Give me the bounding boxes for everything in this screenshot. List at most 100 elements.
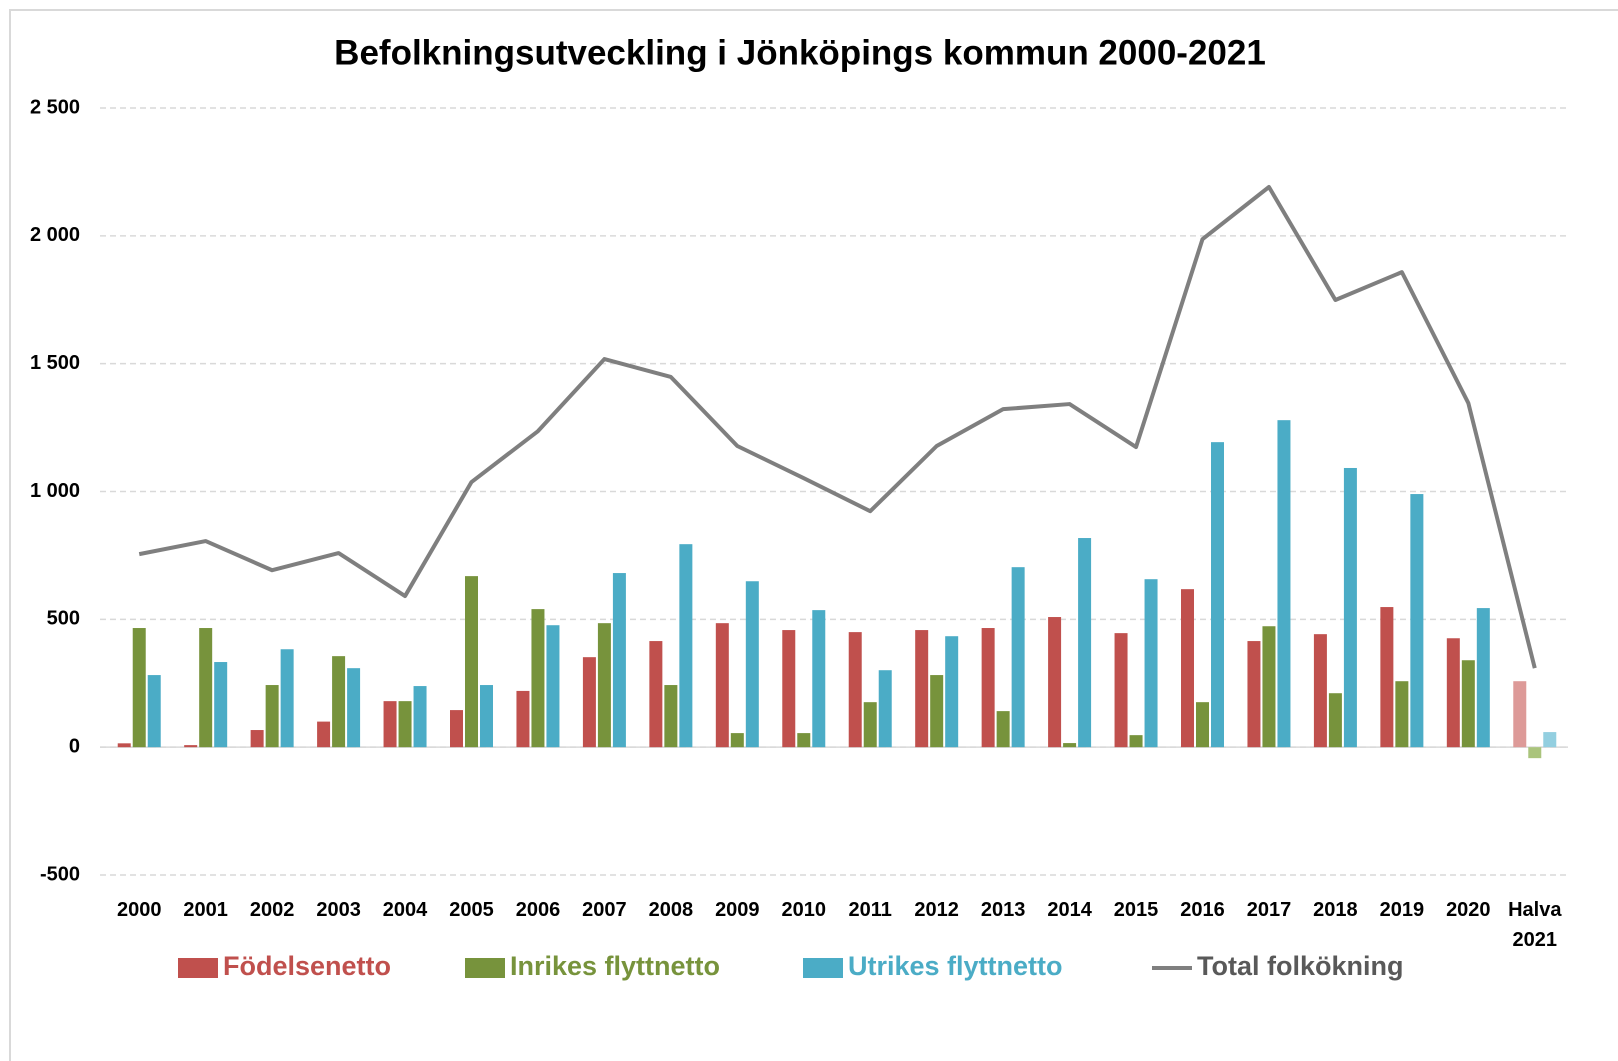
bar [1410, 494, 1424, 748]
bar [1011, 567, 1025, 748]
x-tick-label: 2009 [715, 899, 760, 921]
bar [782, 630, 796, 748]
x-tick-label: 2012 [914, 899, 959, 921]
bar [612, 573, 626, 748]
chart-frame [9, 9, 1618, 1061]
bar [199, 628, 213, 748]
x-tick-label: 2006 [515, 899, 561, 921]
x-tick-label: 2018 [1313, 899, 1358, 921]
bar [715, 623, 729, 748]
bar [1277, 420, 1291, 748]
bar [1247, 641, 1261, 748]
bar [1211, 442, 1224, 748]
bar [679, 544, 693, 748]
bar [878, 670, 892, 748]
bar [1144, 579, 1158, 748]
bar [280, 649, 294, 748]
bar [413, 686, 427, 748]
legend-swatch [803, 958, 843, 978]
y-tick-label: 500 [47, 608, 80, 630]
x-tick-label: Halva 2021 [1508, 899, 1562, 951]
y-tick-label: 2 000 [30, 224, 80, 246]
x-tick-label: 2013 [980, 899, 1026, 921]
bar [184, 745, 198, 748]
legend-swatch [178, 958, 218, 978]
bar [649, 641, 663, 748]
bar [1513, 681, 1527, 748]
bar [848, 632, 862, 748]
x-tick-label: 2000 [116, 899, 162, 921]
bar [1063, 743, 1077, 748]
bar [915, 630, 929, 748]
legend-swatch [465, 958, 505, 978]
bar [863, 702, 877, 748]
x-tick-label: 2020 [1446, 899, 1491, 921]
bar [531, 609, 545, 748]
x-tick-label: 2016 [1180, 899, 1225, 921]
x-tick-label: 2008 [648, 899, 694, 921]
bar [332, 656, 346, 748]
bar [147, 675, 161, 748]
bar [1380, 607, 1394, 748]
bar [1461, 660, 1475, 748]
bar [1476, 608, 1490, 748]
x-tick-label: 2001 [183, 899, 228, 921]
bar [1196, 702, 1209, 748]
x-tick-label: 2010 [781, 899, 827, 921]
bar [1343, 467, 1357, 748]
bar [812, 610, 826, 748]
bar [516, 690, 530, 748]
x-tick-label: 2005 [449, 899, 494, 921]
y-tick-label: 1 000 [30, 480, 80, 502]
x-tick-label: 2003 [316, 899, 361, 921]
bar [1181, 589, 1194, 748]
bar [1395, 681, 1409, 748]
y-tick-label: -500 [40, 863, 80, 885]
bar [1328, 693, 1342, 748]
line [138, 185, 1537, 669]
bar [1262, 626, 1276, 748]
y-tick-label: 1 500 [30, 352, 80, 374]
x-tick-label: 2017 [1246, 899, 1292, 921]
bar [117, 743, 131, 748]
x-tick-label: 2002 [249, 899, 295, 921]
legend-label: Total folkökning [1197, 951, 1403, 981]
x-tick-label: 2004 [382, 899, 428, 921]
bar [1129, 735, 1143, 748]
x-tick-label: 2014 [1047, 899, 1092, 921]
bar [546, 625, 560, 748]
chart-title: Befolkningsutveckling i Jönköpings kommu… [334, 33, 1266, 72]
legend-label: Inrikes flyttnetto [510, 951, 720, 981]
legend-label: Utrikes flyttnetto [848, 951, 1063, 981]
bar [996, 711, 1010, 748]
bar [265, 685, 279, 748]
bar [597, 623, 611, 748]
bar [1543, 732, 1557, 748]
x-tick-label: 2007 [582, 899, 627, 921]
bar [214, 662, 228, 748]
x-tick-label: 2015 [1113, 899, 1159, 921]
bar [1528, 747, 1542, 759]
bar [730, 733, 744, 748]
bar [317, 721, 331, 748]
y-tick-label: 2 500 [30, 96, 80, 118]
bar [664, 685, 678, 748]
y-tick-label: 0 [69, 735, 80, 757]
bar [1446, 638, 1460, 748]
bar [797, 733, 811, 748]
bar [1313, 634, 1327, 748]
bar [1048, 617, 1062, 748]
bar [981, 628, 995, 748]
bar [480, 685, 493, 748]
bar [930, 675, 944, 748]
bar [582, 657, 596, 748]
bar [450, 710, 463, 748]
bar [465, 576, 478, 748]
bar [945, 636, 959, 748]
x-tick-label: 2011 [848, 899, 892, 921]
bar [1078, 538, 1092, 748]
x-tick-label: 2019 [1379, 899, 1425, 921]
bar [132, 628, 146, 748]
